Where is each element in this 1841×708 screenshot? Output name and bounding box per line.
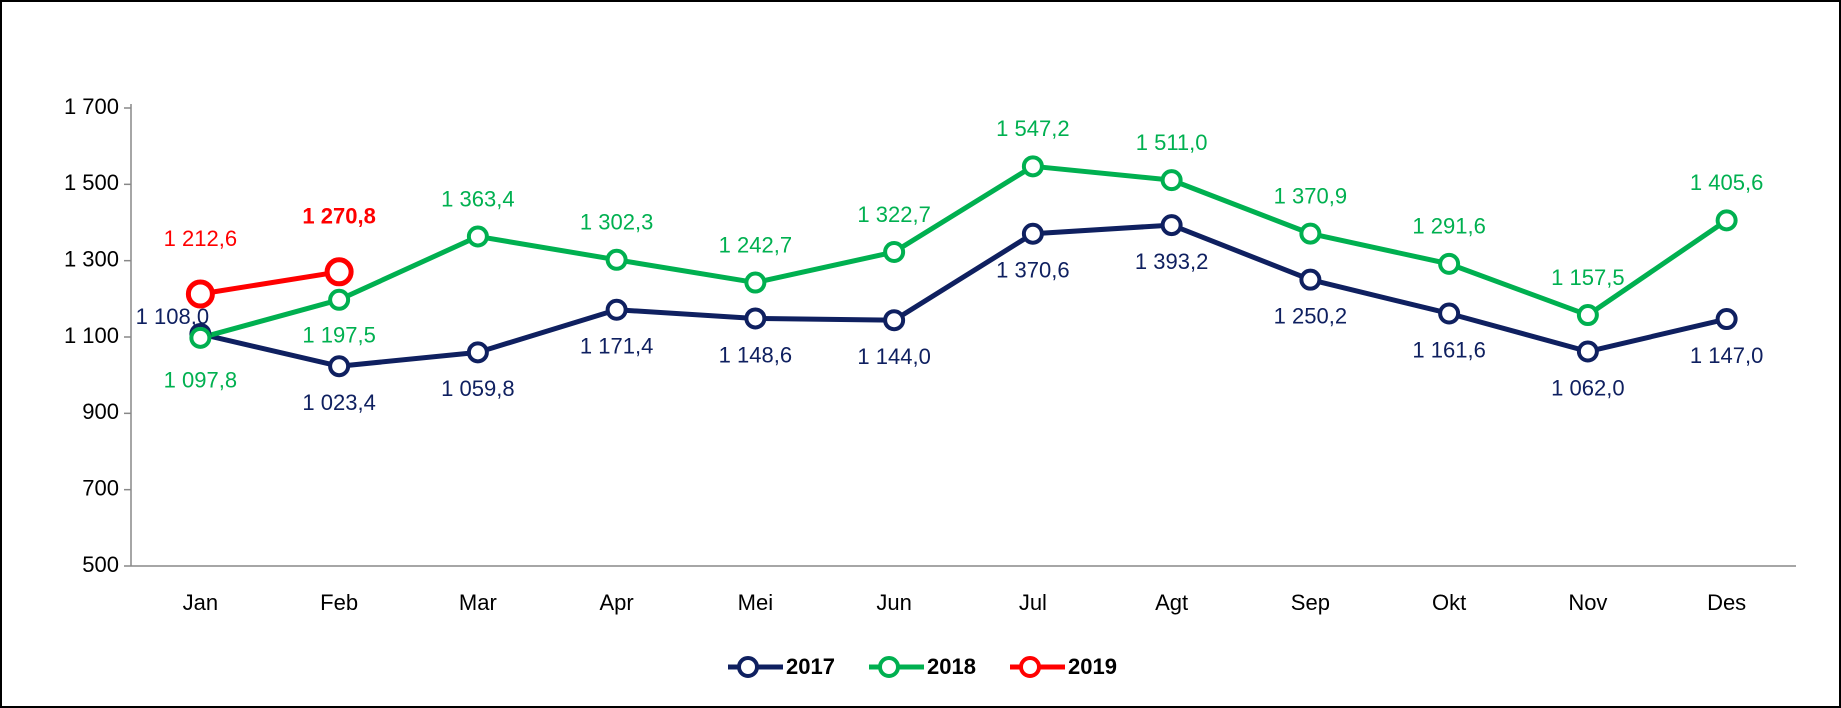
series-marker xyxy=(1021,222,1044,245)
series-line xyxy=(199,269,340,297)
y-tick-label: 1 500 xyxy=(64,170,119,195)
data-label: 1 157,5 xyxy=(1551,265,1624,290)
x-tick-label: Jul xyxy=(1019,590,1047,615)
series-marker xyxy=(466,341,489,364)
data-label: 1 291,6 xyxy=(1412,214,1485,239)
x-tick-label: Jan xyxy=(183,590,218,615)
legend-marker xyxy=(1019,656,1041,678)
series-line xyxy=(199,222,1728,369)
series-marker xyxy=(189,326,212,349)
y-tick-label: 1 700 xyxy=(64,94,119,119)
data-label: 1 302,3 xyxy=(580,210,653,235)
legend-label: 2017 xyxy=(786,654,835,679)
series-marker xyxy=(324,257,354,287)
legend-label: 2019 xyxy=(1068,654,1117,679)
legend-label: 2018 xyxy=(927,654,976,679)
series-marker xyxy=(1299,268,1322,291)
series-marker xyxy=(605,248,628,271)
legend-marker xyxy=(878,656,900,678)
x-tick-label: Apr xyxy=(600,590,634,615)
data-label: 1 161,6 xyxy=(1412,337,1485,362)
x-tick-label: Feb xyxy=(320,590,358,615)
x-tick-label: Agt xyxy=(1155,590,1188,615)
data-label: 1 147,0 xyxy=(1690,343,1763,368)
series-marker xyxy=(466,225,489,248)
data-label: 1 405,6 xyxy=(1690,170,1763,195)
data-label: 1 148,6 xyxy=(719,342,792,367)
series-marker xyxy=(883,241,906,264)
series-marker xyxy=(1576,304,1599,327)
x-tick-label: Mar xyxy=(459,590,497,615)
series-marker xyxy=(1160,214,1183,237)
x-tick-label: Sep xyxy=(1291,590,1330,615)
series-marker xyxy=(1715,209,1738,232)
series-marker xyxy=(185,279,215,309)
data-label: 1 242,7 xyxy=(719,232,792,257)
x-tick-label: Nov xyxy=(1568,590,1607,615)
data-label: 1 023,4 xyxy=(302,390,375,415)
x-tick-label: Jun xyxy=(876,590,911,615)
series-marker xyxy=(883,309,906,332)
y-tick-label: 500 xyxy=(82,552,119,577)
data-label: 1 363,4 xyxy=(441,186,514,211)
y-tick-label: 700 xyxy=(82,475,119,500)
data-label: 1 250,2 xyxy=(1274,303,1347,328)
data-label: 1 212,6 xyxy=(164,226,237,251)
series-marker xyxy=(328,288,351,311)
series-marker xyxy=(1299,222,1322,245)
series-marker xyxy=(744,307,767,330)
series-marker xyxy=(605,298,628,321)
data-label: 1 097,8 xyxy=(164,368,237,393)
x-tick-label: Okt xyxy=(1432,590,1466,615)
y-tick-label: 900 xyxy=(82,399,119,424)
x-tick-label: Des xyxy=(1707,590,1746,615)
data-label: 1 370,6 xyxy=(996,258,1069,283)
data-label: 1 144,0 xyxy=(857,344,930,369)
x-tick-label: Mei xyxy=(738,590,773,615)
series-marker xyxy=(328,355,351,378)
data-label: 1 322,7 xyxy=(857,202,930,227)
series-marker xyxy=(744,271,767,294)
series-marker xyxy=(1021,155,1044,178)
series-marker xyxy=(1160,169,1183,192)
series-marker xyxy=(1438,252,1461,275)
data-label: 1 059,8 xyxy=(441,376,514,401)
series-line xyxy=(199,163,1729,341)
data-label: 1 393,2 xyxy=(1135,249,1208,274)
y-tick-label: 1 300 xyxy=(64,246,119,271)
series-marker xyxy=(1438,302,1461,325)
data-label: 1 270,8 xyxy=(302,204,375,229)
data-label: 1 547,2 xyxy=(996,116,1069,141)
data-label: 1 511,0 xyxy=(1136,130,1208,155)
data-label: 1 197,5 xyxy=(302,323,375,348)
series-marker xyxy=(1576,340,1599,363)
data-label: 1 370,9 xyxy=(1274,183,1347,208)
legend-marker xyxy=(737,656,759,678)
data-label: 1 171,4 xyxy=(580,334,653,359)
y-tick-label: 1 100 xyxy=(64,323,119,348)
series-marker xyxy=(1715,308,1738,331)
data-label: 1 062,0 xyxy=(1551,375,1624,400)
